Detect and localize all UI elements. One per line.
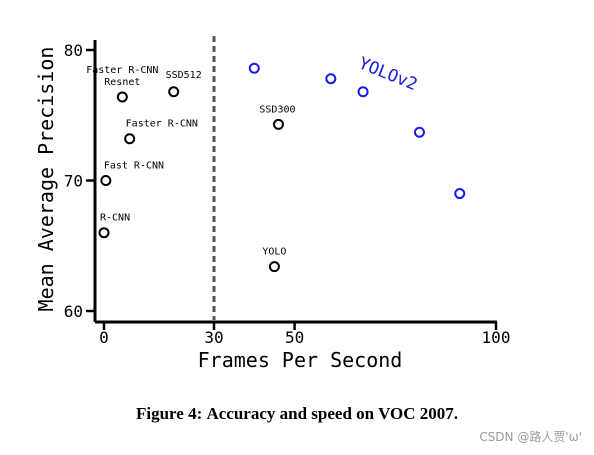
data-point [124, 133, 136, 145]
caption-label: Figure 4: [135, 404, 203, 423]
data-point [272, 118, 284, 130]
y-ticks: 60 70 80 [64, 41, 95, 321]
x-ticks: 0 30 50 100 [99, 322, 510, 347]
yolov2-point [325, 73, 337, 85]
data-point [168, 86, 180, 98]
x-tick-label: 100 [482, 328, 511, 347]
yolov2-point [357, 86, 369, 98]
point-label: SSD300 [259, 104, 295, 115]
caption-text: Accuracy and speed on VOC 2007. [206, 404, 459, 423]
y-axis-label: Mean Average Precision [34, 47, 58, 312]
yolov2-point [454, 188, 466, 200]
watermark: CSDN @路人贾'ω' [479, 430, 582, 444]
point-label: SSD512 [166, 70, 202, 81]
yolov2-point [413, 126, 425, 138]
point-label: Faster R-CNN [126, 119, 198, 130]
point-label: Fast R-CNN [104, 161, 164, 172]
x-tick-label: 0 [99, 328, 109, 347]
x-tick-label: 30 [204, 328, 223, 347]
point-label: R-CNN [100, 213, 130, 224]
y-tick-label: 60 [64, 302, 83, 321]
x-axis-label: Frames Per Second [198, 348, 403, 372]
y-tick-label: 70 [64, 172, 83, 191]
point-label: YOLO [262, 247, 286, 258]
data-point [268, 261, 280, 273]
data-point [98, 227, 110, 239]
x-tick-label: 50 [285, 328, 304, 347]
yolov2-point [248, 62, 260, 74]
data-point [100, 175, 112, 186]
point-label: Faster R-CNN [86, 65, 158, 76]
y-tick-label: 80 [64, 41, 83, 60]
figure-caption: Figure 4: Accuracy and speed on VOC 2007… [0, 404, 594, 424]
data-point [116, 91, 128, 103]
point-label: Resnet [104, 77, 140, 88]
